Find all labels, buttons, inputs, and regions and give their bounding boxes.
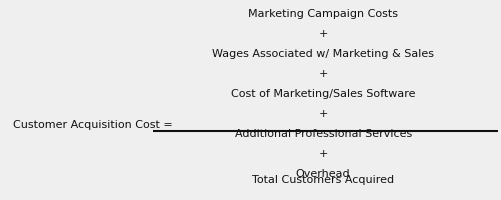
Text: +: +	[319, 149, 328, 159]
Text: Additional Professional Services: Additional Professional Services	[234, 129, 412, 139]
Text: Wages Associated w/ Marketing & Sales: Wages Associated w/ Marketing & Sales	[212, 49, 434, 59]
Text: Marketing Campaign Costs: Marketing Campaign Costs	[248, 9, 398, 19]
Text: Overhead: Overhead	[296, 169, 351, 179]
Text: +: +	[319, 29, 328, 39]
Text: Cost of Marketing/Sales Software: Cost of Marketing/Sales Software	[231, 89, 415, 99]
Text: Total Customers Acquired: Total Customers Acquired	[252, 175, 394, 185]
Text: +: +	[319, 69, 328, 79]
Text: Customer Acquisition Cost =: Customer Acquisition Cost =	[13, 120, 172, 130]
Text: +: +	[319, 109, 328, 119]
